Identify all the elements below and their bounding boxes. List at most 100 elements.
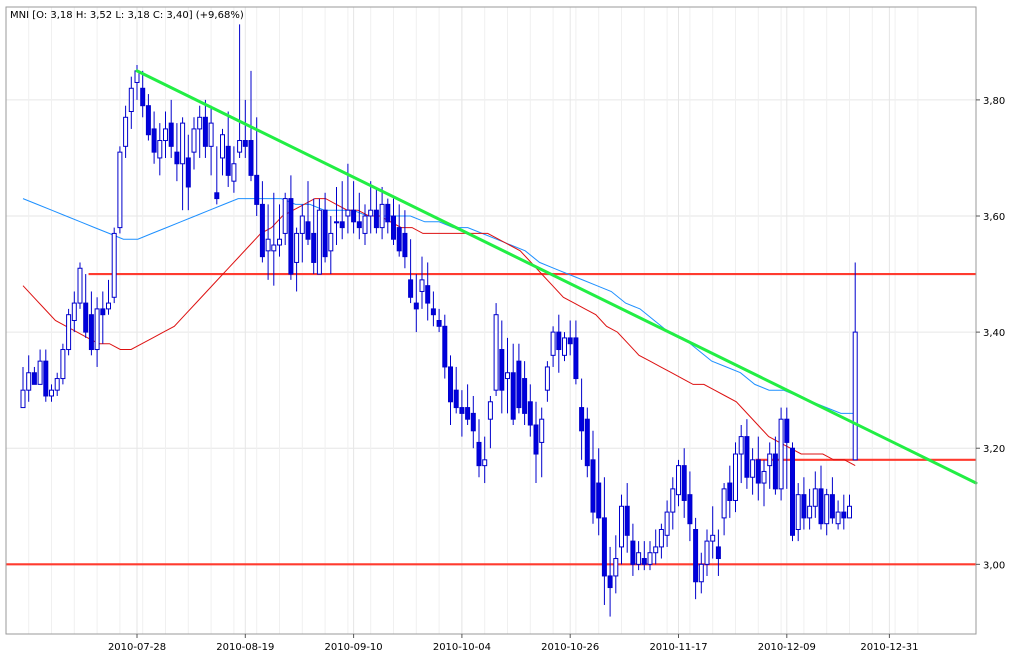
candle — [482, 436, 488, 484]
candle-body-down — [579, 407, 585, 432]
candle-body-down — [590, 459, 596, 513]
candle — [795, 483, 801, 542]
candle-body-up — [487, 401, 493, 420]
candle-body-up — [710, 534, 716, 542]
candle-body-up — [653, 546, 659, 554]
x-tick-label: 2010-12-09 — [758, 642, 816, 653]
candle-body-down — [596, 482, 602, 519]
candle-body-up — [812, 488, 818, 507]
candle-body-up — [106, 302, 111, 310]
candle-body-up — [271, 244, 277, 252]
x-tick-label: 2010-11-17 — [649, 642, 707, 653]
candle — [619, 494, 624, 565]
moving-average-short — [22, 198, 856, 467]
candle-body-down — [601, 517, 607, 577]
candle-body-down — [818, 488, 824, 525]
candle — [835, 500, 841, 530]
candle — [698, 552, 704, 594]
candle-body-up — [191, 128, 197, 153]
candle-body-down — [727, 482, 733, 501]
candle-body-down — [784, 418, 790, 443]
candle — [265, 204, 271, 280]
candle — [676, 459, 681, 507]
candle — [83, 274, 89, 338]
candle-body-up — [111, 232, 117, 298]
candle — [220, 128, 225, 176]
candle-body-up — [658, 529, 664, 548]
candle-body-up — [419, 279, 425, 292]
candle-body-down — [459, 407, 465, 414]
candle-body-up — [265, 238, 271, 252]
candle — [60, 343, 66, 385]
candle-body-down — [584, 418, 590, 467]
candle-body-up — [676, 465, 681, 496]
candle-body-down — [465, 407, 471, 420]
candle — [385, 198, 391, 234]
candle — [151, 111, 157, 164]
candle-body-down — [402, 232, 408, 258]
candle — [596, 448, 602, 536]
candle-body-down — [145, 105, 151, 136]
candle-body-down — [516, 360, 522, 409]
candle — [687, 471, 693, 542]
candle-body-up — [647, 552, 653, 565]
candle — [26, 355, 32, 402]
trendline-group — [135, 69, 978, 485]
candle-body-up — [761, 470, 767, 484]
candle-body-up — [379, 203, 385, 229]
candle — [715, 529, 721, 576]
candle — [180, 117, 186, 211]
candle-body-up — [636, 552, 642, 565]
candle — [453, 366, 459, 414]
candle — [282, 192, 288, 246]
candle — [66, 308, 72, 356]
candle-body-up — [852, 331, 858, 461]
candle-body-up — [362, 215, 368, 234]
candle — [242, 99, 248, 158]
candle — [391, 198, 396, 246]
candle — [544, 361, 550, 402]
candle-body-down — [43, 360, 49, 397]
candle-body-up — [117, 151, 123, 229]
candle-body-down — [693, 529, 699, 583]
candle-body-down — [556, 331, 562, 351]
candle — [704, 529, 710, 576]
candle-body-down — [687, 494, 693, 525]
candle — [807, 488, 813, 530]
candle — [402, 210, 408, 269]
candle — [106, 279, 111, 315]
candle — [459, 390, 465, 437]
candle-body-up — [824, 494, 830, 525]
candle — [653, 529, 659, 565]
candle-body-down — [430, 308, 436, 316]
candle — [733, 442, 738, 513]
candle — [419, 256, 425, 309]
trendline — [135, 69, 978, 485]
candle — [522, 361, 528, 425]
candle-body-down — [339, 221, 345, 229]
candle — [288, 175, 294, 280]
candle-body-down — [396, 227, 402, 252]
candle-body-down — [641, 558, 647, 565]
moving-averages — [22, 198, 856, 467]
candle — [476, 419, 482, 478]
candle-body-down — [322, 209, 328, 258]
candle-body-down — [755, 459, 761, 484]
candle — [824, 488, 830, 536]
candle-body-down — [715, 546, 721, 560]
candle — [533, 401, 539, 484]
candle-body-down — [522, 378, 528, 414]
candle-body-down — [607, 575, 613, 589]
candle — [499, 320, 505, 414]
candle-body-up — [334, 221, 339, 224]
candle — [128, 76, 134, 129]
candle — [829, 477, 835, 524]
candle-body-up — [807, 505, 813, 519]
candle — [567, 320, 573, 356]
candle — [470, 395, 476, 449]
candle-body-up — [49, 389, 54, 397]
candle — [254, 117, 260, 216]
candle — [778, 407, 784, 501]
candle-body-down — [214, 192, 220, 200]
candle-body-up — [778, 418, 784, 490]
